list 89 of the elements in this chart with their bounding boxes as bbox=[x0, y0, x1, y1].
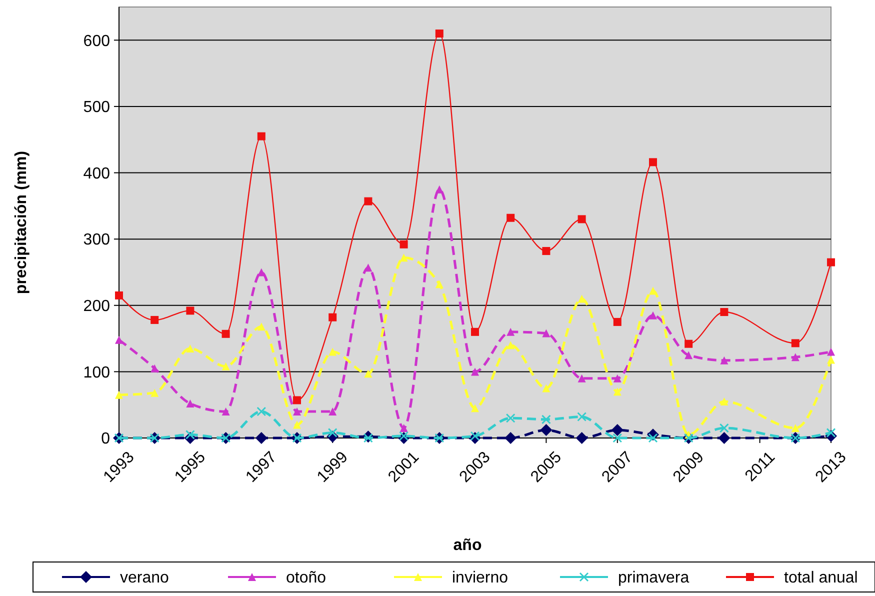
legend-label: otoño bbox=[286, 570, 326, 587]
point bbox=[506, 413, 516, 423]
point bbox=[115, 336, 123, 344]
point bbox=[222, 330, 230, 338]
point bbox=[257, 132, 266, 140]
y-tick-label: 0 bbox=[101, 430, 110, 448]
point bbox=[613, 374, 622, 382]
point bbox=[684, 351, 693, 360]
point bbox=[364, 197, 372, 206]
point bbox=[328, 348, 337, 356]
point bbox=[186, 344, 194, 352]
point bbox=[613, 318, 622, 326]
point bbox=[827, 258, 835, 266]
point bbox=[611, 424, 624, 436]
point bbox=[293, 396, 301, 404]
y-tick-label: 600 bbox=[83, 32, 110, 50]
y-axis-title: precipitación (mm) bbox=[13, 150, 30, 294]
point bbox=[506, 341, 515, 350]
point bbox=[791, 353, 800, 362]
point bbox=[470, 431, 480, 441]
point bbox=[150, 364, 159, 372]
point bbox=[435, 30, 444, 38]
point bbox=[150, 388, 159, 397]
point bbox=[576, 432, 588, 444]
point bbox=[363, 433, 373, 443]
point bbox=[648, 433, 658, 443]
point bbox=[185, 430, 195, 440]
point bbox=[257, 322, 266, 331]
point bbox=[541, 414, 551, 424]
point bbox=[293, 420, 301, 429]
y-tick-label: 200 bbox=[83, 298, 110, 315]
point bbox=[435, 280, 444, 288]
point bbox=[400, 424, 408, 432]
point bbox=[115, 291, 123, 300]
point bbox=[328, 428, 338, 438]
point bbox=[293, 407, 301, 416]
point bbox=[649, 158, 657, 166]
point bbox=[471, 328, 479, 336]
point bbox=[222, 362, 230, 370]
point bbox=[256, 406, 266, 416]
legend-label: invierno bbox=[452, 570, 508, 587]
point bbox=[719, 423, 729, 433]
point bbox=[186, 306, 194, 315]
point bbox=[542, 329, 550, 338]
point bbox=[222, 407, 230, 416]
y-tick-label: 500 bbox=[83, 99, 110, 116]
point bbox=[471, 404, 479, 412]
point bbox=[255, 432, 268, 444]
point bbox=[399, 431, 409, 441]
legend-label: verano bbox=[120, 570, 170, 587]
point bbox=[542, 247, 550, 256]
point bbox=[612, 433, 622, 443]
point bbox=[400, 254, 408, 262]
point bbox=[720, 356, 728, 364]
point bbox=[718, 432, 730, 444]
point bbox=[115, 390, 123, 399]
point bbox=[471, 368, 479, 376]
y-tick-label: 100 bbox=[83, 364, 110, 382]
point bbox=[506, 328, 515, 336]
point bbox=[649, 311, 657, 320]
point bbox=[578, 374, 586, 382]
point bbox=[577, 412, 587, 422]
point bbox=[150, 316, 159, 324]
point bbox=[400, 240, 408, 248]
point bbox=[435, 185, 444, 194]
y-tick-label: 300 bbox=[83, 232, 110, 249]
legend-label: total anual bbox=[784, 570, 858, 587]
point bbox=[791, 339, 800, 348]
point bbox=[720, 398, 728, 406]
point bbox=[827, 356, 835, 364]
y-tick-label: 400 bbox=[83, 165, 110, 182]
point bbox=[504, 432, 517, 444]
point bbox=[720, 308, 728, 316]
point bbox=[827, 348, 835, 356]
point bbox=[826, 428, 836, 438]
point bbox=[328, 313, 337, 322]
x-axis-title: año bbox=[453, 537, 482, 554]
point bbox=[578, 215, 586, 224]
point bbox=[791, 424, 800, 432]
point bbox=[540, 424, 552, 436]
point bbox=[328, 407, 337, 416]
point bbox=[578, 294, 586, 303]
point bbox=[364, 370, 372, 378]
point bbox=[613, 388, 622, 396]
point bbox=[684, 340, 693, 348]
legend-label: primavera bbox=[618, 570, 690, 587]
point bbox=[542, 384, 550, 392]
point bbox=[186, 400, 194, 408]
point bbox=[506, 214, 515, 222]
